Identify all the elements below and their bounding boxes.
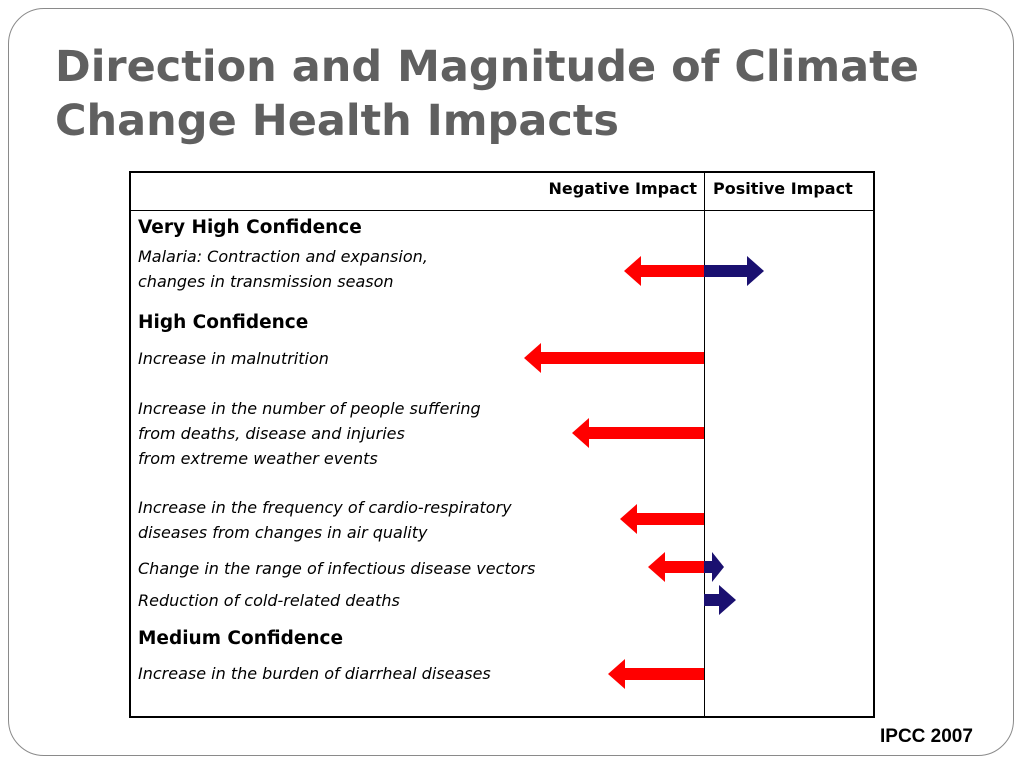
confidence-very-high: Very High Confidence: [138, 217, 362, 238]
item-disease-vectors: Change in the range of infectious diseas…: [138, 559, 536, 578]
item-cardio-respiratory: Increase in the frequency of cardio-resp…: [138, 498, 512, 542]
negative-impact-arrow-1: [524, 343, 704, 373]
negative-impact-arrow-0: [624, 256, 704, 286]
negative-impact-arrow-2: [572, 418, 704, 448]
confidence-medium: Medium Confidence: [138, 628, 344, 649]
slide-title: Direction and Magnitude of Climate Chang…: [55, 42, 919, 146]
negative-impact-arrow-6: [608, 659, 704, 689]
positive-impact-arrow-5: [704, 585, 736, 615]
impact-chart: Negative Impact Positive Impact Very Hig…: [129, 171, 875, 718]
item-extreme-weather: Increase in the number of people sufferi…: [138, 399, 481, 468]
negative-impact-arrow-4: [648, 552, 704, 582]
header-positive-impact: Positive Impact: [713, 179, 853, 198]
header-negative-impact: Negative Impact: [548, 179, 697, 198]
item-cold-deaths: Reduction of cold-related deaths: [138, 591, 400, 610]
zero-axis-line: [704, 173, 705, 716]
positive-impact-arrow-4: [704, 552, 724, 582]
item-malaria: Malaria: Contraction and expansion, chan…: [138, 247, 428, 291]
positive-impact-arrow-0: [704, 256, 764, 286]
item-malnutrition: Increase in malnutrition: [138, 349, 329, 368]
confidence-high: High Confidence: [138, 312, 309, 333]
item-diarrheal: Increase in the burden of diarrheal dise…: [138, 664, 491, 683]
slide-frame: [8, 8, 1014, 756]
header-rule: [131, 210, 873, 211]
source-citation: IPCC 2007: [880, 726, 973, 747]
negative-impact-arrow-3: [620, 504, 704, 534]
impact-arrows: [524, 256, 764, 689]
